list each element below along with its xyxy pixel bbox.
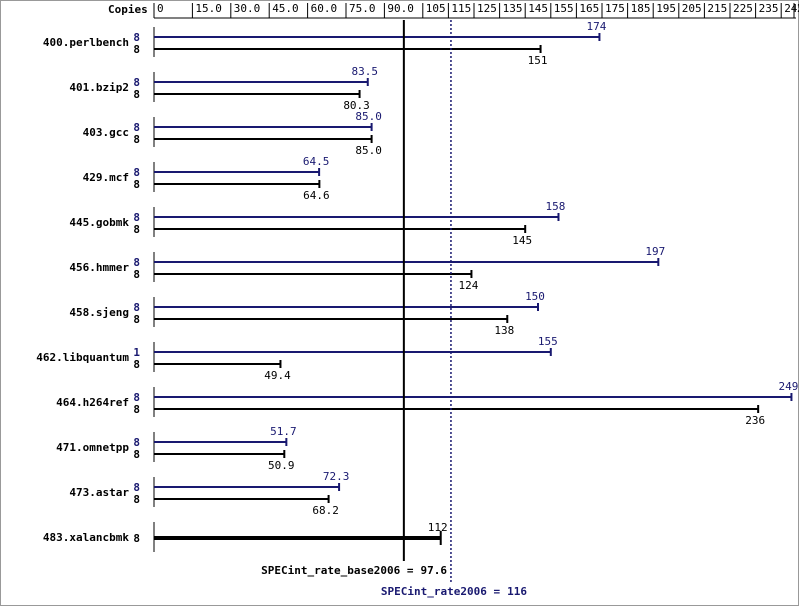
x-tick-label: 15.0 bbox=[195, 2, 222, 15]
category-label: 471.omnetpp bbox=[56, 441, 129, 454]
value-label: 68.2 bbox=[312, 504, 339, 517]
value-label: 64.5 bbox=[303, 155, 330, 168]
value-label: 151 bbox=[528, 54, 548, 67]
category-label: 401.bzip2 bbox=[69, 81, 129, 94]
value-label: 145 bbox=[512, 234, 532, 247]
x-tick-label: 205 bbox=[682, 2, 702, 15]
reference-label-text: SPECint_rate_base2006 = bbox=[261, 564, 414, 577]
value-label: 236 bbox=[745, 414, 765, 427]
x-tick-label: 125 bbox=[477, 2, 497, 15]
value-label: 80.3 bbox=[343, 99, 370, 112]
x-tick-label: 250 bbox=[797, 2, 799, 15]
category-label: 483.xalancbmk bbox=[43, 531, 129, 544]
copies-label: 8 bbox=[133, 301, 140, 314]
value-label: 249 bbox=[779, 380, 799, 393]
x-tick-label: 165 bbox=[579, 2, 599, 15]
copies-label: 8 bbox=[133, 481, 140, 494]
x-tick-label: 215 bbox=[707, 2, 727, 15]
x-tick-label: 135 bbox=[503, 2, 523, 15]
value-label: 124 bbox=[459, 279, 479, 292]
x-tick-label: 175 bbox=[605, 2, 625, 15]
value-label: 150 bbox=[525, 290, 545, 303]
reference-value: 116 bbox=[507, 585, 527, 598]
value-label: 83.5 bbox=[352, 65, 379, 78]
copies-label: 8 bbox=[133, 358, 140, 371]
copies-label: 8 bbox=[133, 223, 140, 236]
category-label: 462.libquantum bbox=[36, 351, 129, 364]
reference-value: 97.6 bbox=[421, 564, 448, 577]
x-tick-label: 0 bbox=[157, 2, 164, 15]
copies-label: 8 bbox=[133, 493, 140, 506]
copies-label: 8 bbox=[133, 178, 140, 191]
x-tick-label: 155 bbox=[554, 2, 574, 15]
reference-label: SPECint_rate2006 = 116 bbox=[381, 585, 527, 598]
value-label: 85.0 bbox=[355, 110, 382, 123]
copies-label: 8 bbox=[133, 448, 140, 461]
reference-label-text: SPECint_rate2006 = bbox=[381, 585, 501, 598]
value-label: 72.3 bbox=[323, 470, 350, 483]
x-tick-label: 75.0 bbox=[349, 2, 376, 15]
copies-label: 8 bbox=[133, 268, 140, 281]
value-label: 158 bbox=[546, 200, 566, 213]
value-label: 49.4 bbox=[264, 369, 291, 382]
x-tick-label: 60.0 bbox=[311, 2, 338, 15]
x-tick-label: 105 bbox=[426, 2, 446, 15]
x-tick-label: 225 bbox=[733, 2, 753, 15]
copies-label: 1 bbox=[133, 346, 140, 359]
reference-label: SPECint_rate_base2006 = 97.6 bbox=[261, 564, 447, 577]
copies-label: 8 bbox=[133, 403, 140, 416]
category-label: 403.gcc bbox=[83, 126, 129, 139]
category-label: 473.astar bbox=[69, 486, 129, 499]
category-label: 456.hmmer bbox=[69, 261, 129, 274]
copies-label: 8 bbox=[133, 256, 140, 269]
copies-label: 8 bbox=[133, 76, 140, 89]
copies-label: 8 bbox=[133, 166, 140, 179]
x-tick-label: 145 bbox=[528, 2, 548, 15]
x-tick-label: 245 bbox=[784, 2, 799, 15]
copies-label: 8 bbox=[133, 133, 140, 146]
value-label: 197 bbox=[645, 245, 665, 258]
value-label: 112 bbox=[428, 521, 448, 534]
category-label: 445.gobmk bbox=[69, 216, 129, 229]
copies-label: 8 bbox=[133, 391, 140, 404]
copies-label: 8 bbox=[133, 43, 140, 56]
copies-label: 8 bbox=[133, 313, 140, 326]
category-label: 429.mcf bbox=[83, 171, 129, 184]
copies-label: 8 bbox=[133, 121, 140, 134]
value-label: 155 bbox=[538, 335, 558, 348]
value-label: 85.0 bbox=[355, 144, 382, 157]
value-label: 174 bbox=[587, 20, 607, 33]
value-label: 50.9 bbox=[268, 459, 295, 472]
copies-label: 8 bbox=[133, 88, 140, 101]
x-tick-label: 235 bbox=[759, 2, 779, 15]
copies-header: Copies bbox=[108, 3, 148, 16]
copies-label: 8 bbox=[133, 436, 140, 449]
copies-label: 8 bbox=[133, 211, 140, 224]
x-tick-label: 185 bbox=[631, 2, 651, 15]
value-label: 138 bbox=[494, 324, 514, 337]
x-tick-label: 30.0 bbox=[234, 2, 260, 15]
x-tick-label: 115 bbox=[451, 2, 471, 15]
value-label: 51.7 bbox=[270, 425, 297, 438]
x-tick-label: 90.0 bbox=[387, 2, 414, 15]
x-tick-label: 45.0 bbox=[272, 2, 299, 15]
category-label: 458.sjeng bbox=[69, 306, 129, 319]
category-label: 464.h264ref bbox=[56, 396, 129, 409]
copies-label: 8 bbox=[133, 31, 140, 44]
category-label: 400.perlbench bbox=[43, 36, 129, 49]
x-tick-label: 195 bbox=[656, 2, 676, 15]
copies-label: 8 bbox=[133, 532, 140, 545]
value-label: 64.6 bbox=[303, 189, 330, 202]
